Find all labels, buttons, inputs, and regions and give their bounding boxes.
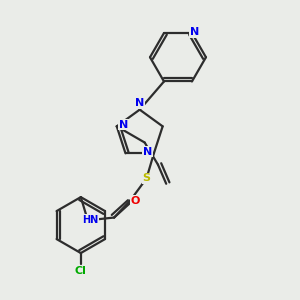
Text: N: N	[190, 27, 199, 37]
Text: S: S	[142, 173, 151, 183]
Text: N: N	[135, 98, 144, 108]
Text: O: O	[131, 196, 140, 206]
Text: Cl: Cl	[75, 266, 87, 276]
Text: N: N	[118, 120, 128, 130]
Text: HN: HN	[82, 214, 98, 225]
Text: N: N	[143, 147, 152, 157]
